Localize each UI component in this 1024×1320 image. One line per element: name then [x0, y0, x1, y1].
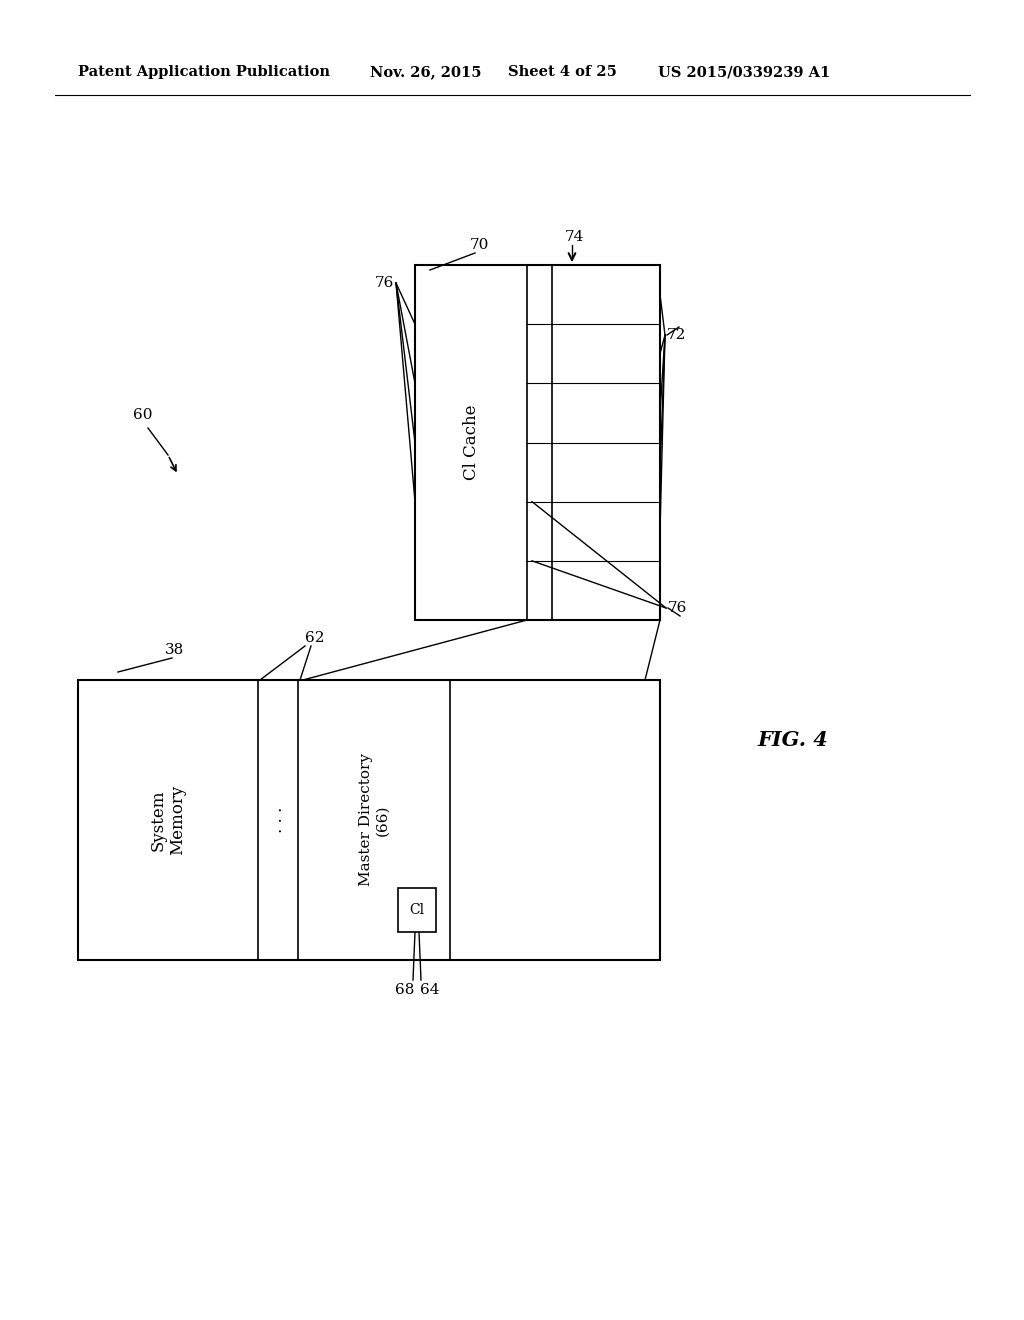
Text: Cl: Cl — [410, 903, 425, 917]
Text: 76: 76 — [668, 601, 687, 615]
Text: Master Directory
(66): Master Directory (66) — [358, 754, 389, 887]
Text: 60: 60 — [133, 408, 153, 422]
Bar — [415, 265, 660, 620]
Text: 68: 68 — [394, 983, 414, 997]
Text: 70: 70 — [470, 238, 489, 252]
Text: 74: 74 — [565, 230, 585, 244]
Text: Patent Application Publication: Patent Application Publication — [78, 65, 330, 79]
Bar — [398, 888, 436, 932]
Text: Sheet 4 of 25: Sheet 4 of 25 — [508, 65, 616, 79]
Text: 64: 64 — [420, 983, 439, 997]
Text: Nov. 26, 2015: Nov. 26, 2015 — [370, 65, 481, 79]
Text: 62: 62 — [305, 631, 325, 645]
Text: 38: 38 — [165, 643, 184, 657]
Text: FIG. 4: FIG. 4 — [757, 730, 827, 750]
Text: System
Memory: System Memory — [150, 785, 186, 855]
Text: 76: 76 — [375, 276, 394, 290]
Text: US 2015/0339239 A1: US 2015/0339239 A1 — [658, 65, 830, 79]
Bar — [78, 680, 660, 960]
Text: Cl Cache: Cl Cache — [463, 405, 479, 480]
Text: . . .: . . . — [269, 807, 287, 833]
Text: 72: 72 — [667, 327, 686, 342]
